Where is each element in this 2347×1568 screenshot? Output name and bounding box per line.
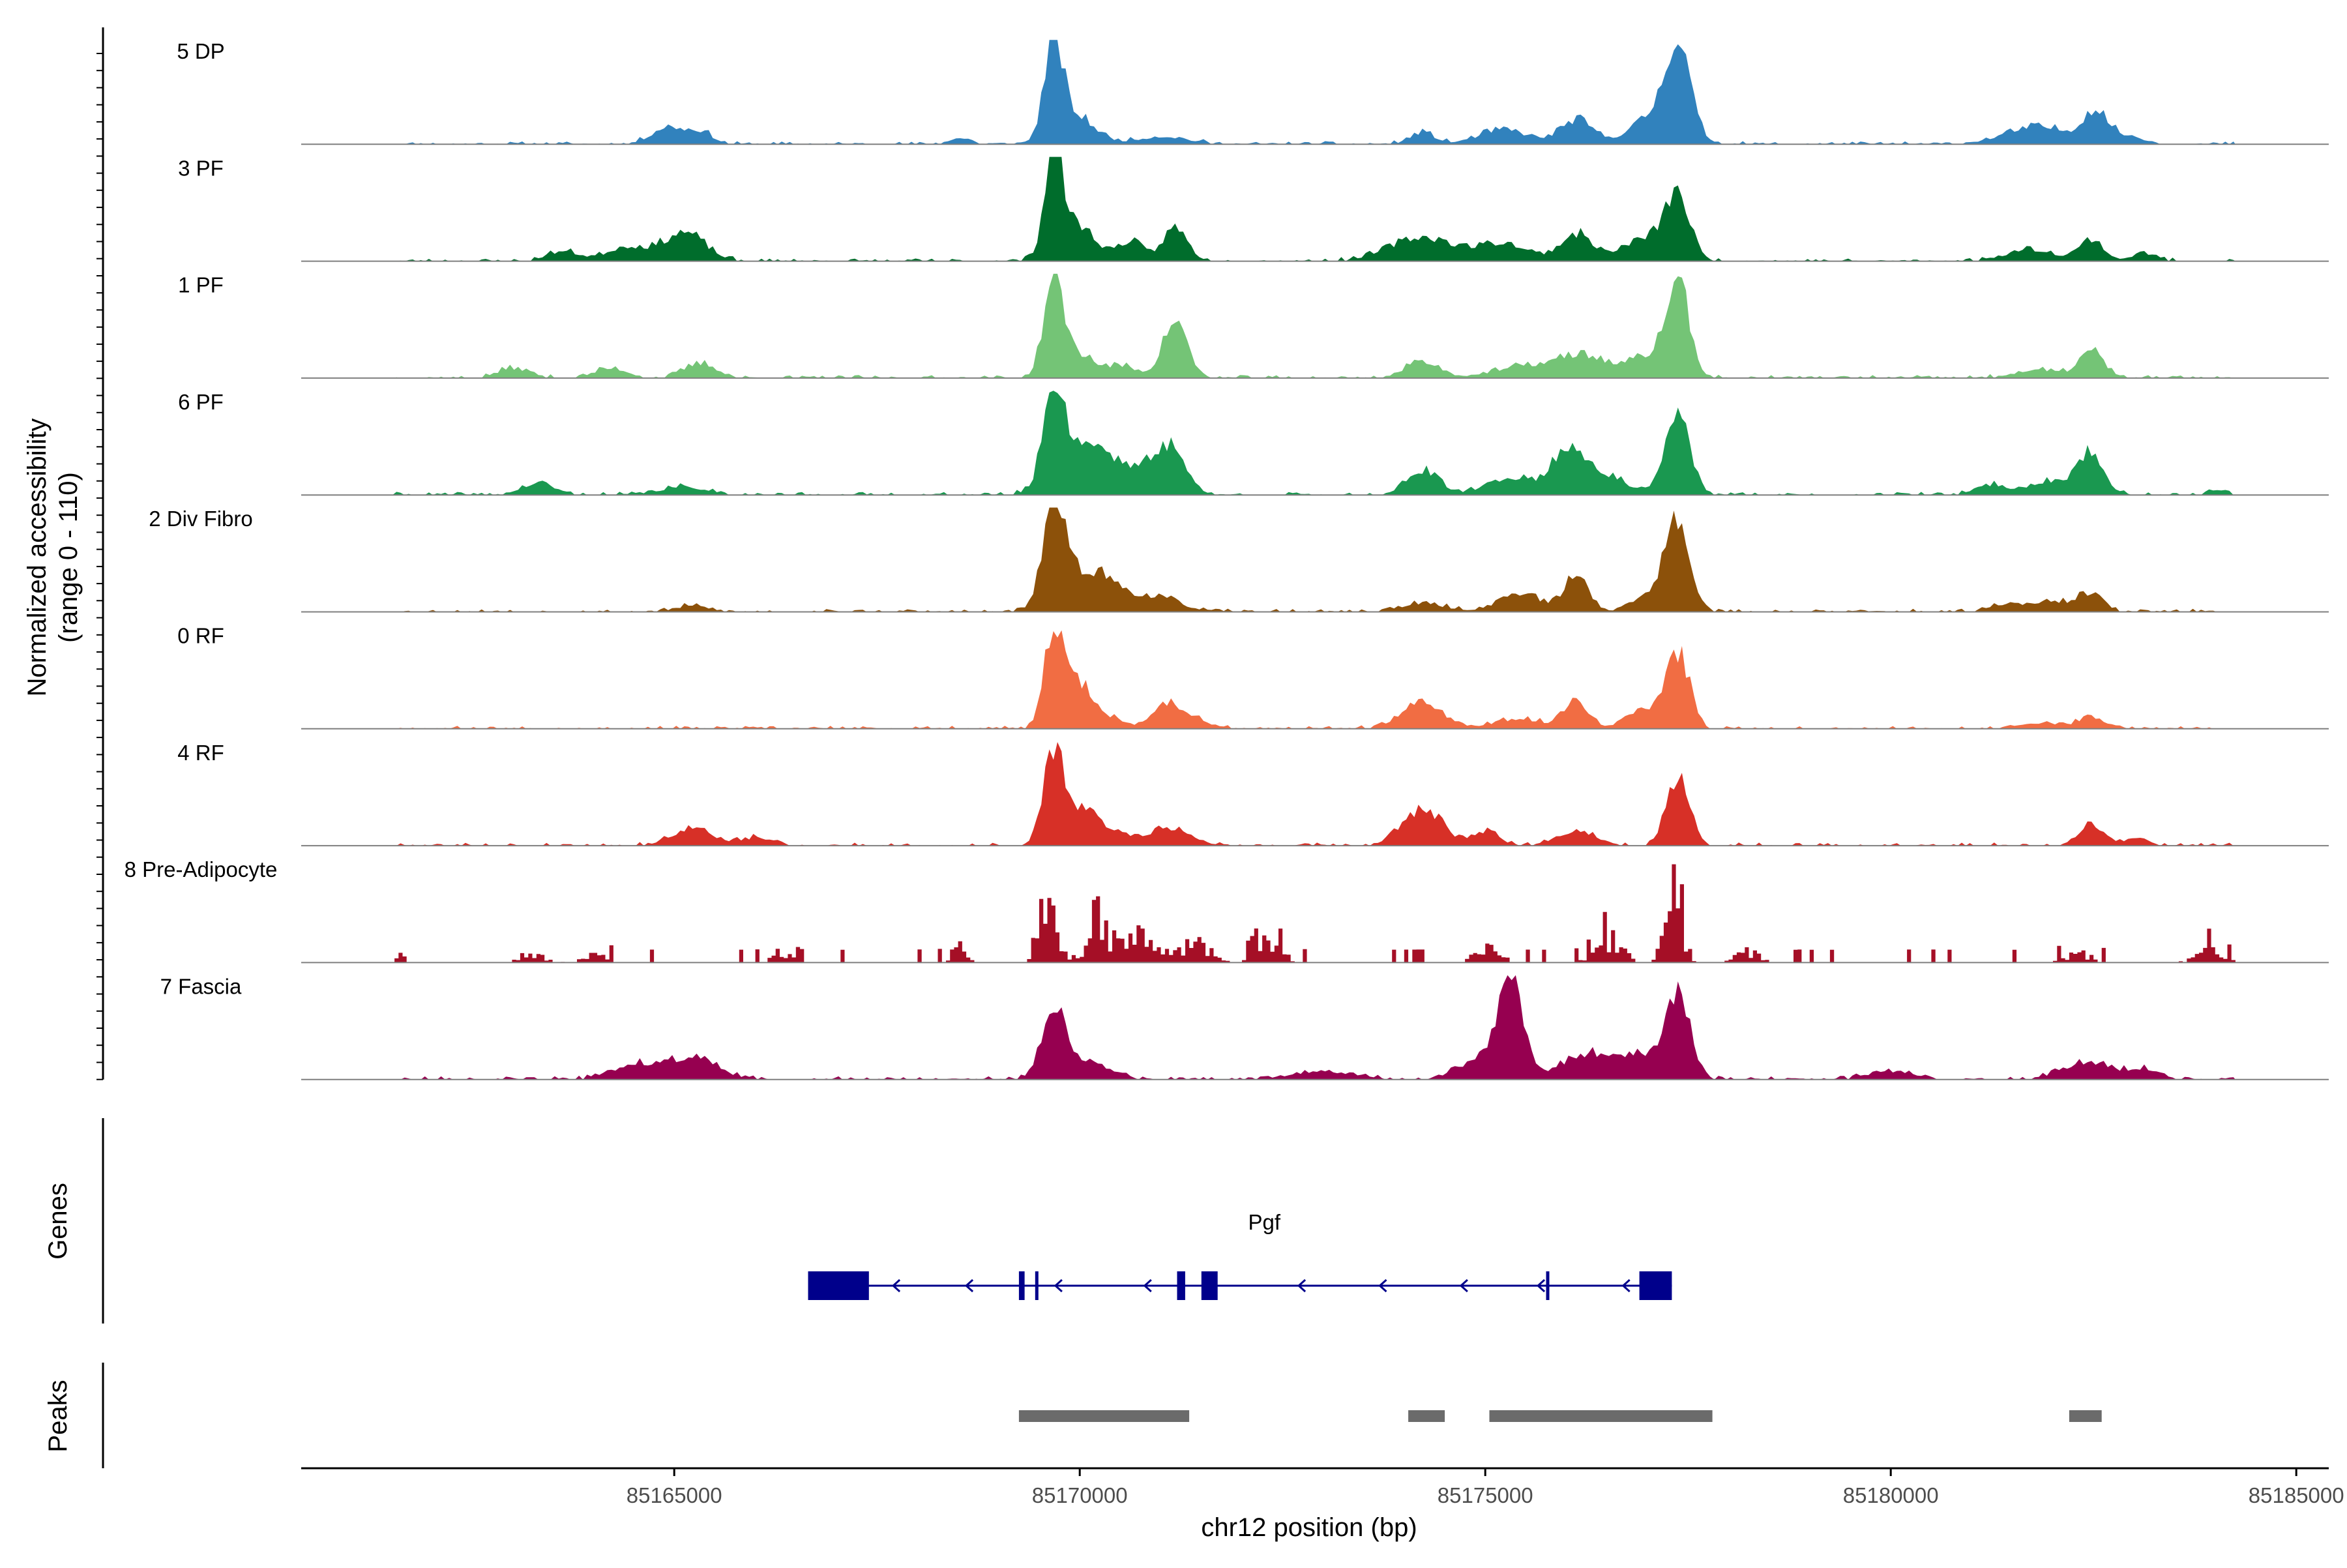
x-tick-label: 85165000 bbox=[627, 1483, 722, 1507]
gene-strand-arrow bbox=[891, 1279, 901, 1293]
peak-region bbox=[1018, 1410, 1190, 1422]
peak-region bbox=[1408, 1410, 1445, 1422]
gene-exon bbox=[1546, 1271, 1550, 1300]
coverage-area bbox=[390, 391, 2236, 496]
peak-region bbox=[2069, 1410, 2102, 1422]
track-label: 2 Div Fibro bbox=[149, 507, 253, 531]
gene-strand-arrow bbox=[1143, 1279, 1152, 1293]
track-1-pf: 1 PF bbox=[178, 273, 2329, 379]
gene-strand-arrow bbox=[1621, 1279, 1631, 1293]
genes-panel-label: Genes bbox=[44, 1183, 72, 1260]
gene-exon bbox=[1035, 1271, 1039, 1300]
peaks-panel-label: Peaks bbox=[44, 1380, 72, 1452]
gene-strand-arrow bbox=[1054, 1279, 1063, 1293]
x-axis-label: chr12 position (bp) bbox=[1201, 1513, 1417, 1542]
y-axis-range-label: (range 0 - 110) bbox=[54, 472, 83, 643]
peaks-panel: Peaks bbox=[44, 1363, 2102, 1468]
track-7-fascia: 7 Fascia bbox=[160, 974, 2329, 1080]
x-axis: chr12 position (bp) 85165000 85170000 8517… bbox=[301, 1467, 2344, 1542]
track-3-pf: 3 PF bbox=[178, 156, 2329, 262]
genes-panel: Genes Pgf bbox=[44, 1118, 1672, 1324]
track-0-rf: 0 RF bbox=[177, 624, 2329, 730]
track-label: 3 PF bbox=[178, 156, 224, 180]
coverage-tracks: 5 DP 3 PF 1 PF 6 PF 2 Div Fibro 0 RF 4 RF 8 Pre… bbox=[125, 39, 2329, 1080]
coverage-area bbox=[390, 156, 2236, 261]
gene-exon bbox=[1201, 1271, 1218, 1300]
track-2-div-fibro: 2 Div Fibro bbox=[149, 507, 2329, 613]
y-axis: Normalized accessibility (range 0 - 110) bbox=[23, 27, 104, 1080]
track-8-pre-adipocyte: 8 Pre-Adipocyte bbox=[125, 857, 2329, 964]
x-tick-label: 85185000 bbox=[2249, 1483, 2344, 1507]
peak-region bbox=[1489, 1410, 1713, 1422]
track-5-dp: 5 DP bbox=[177, 39, 2329, 145]
gene-strand-arrow bbox=[964, 1279, 974, 1293]
track-label: 5 DP bbox=[177, 39, 224, 63]
gene-exon bbox=[1639, 1271, 1672, 1300]
x-tick-label: 85180000 bbox=[1843, 1483, 1939, 1507]
track-label: 0 RF bbox=[177, 624, 224, 648]
gene-exon bbox=[1018, 1271, 1025, 1300]
gene-strand-arrow bbox=[1459, 1279, 1468, 1293]
track-label: 8 Pre-Adipocyte bbox=[125, 857, 278, 881]
track-4-rf: 4 RF bbox=[177, 741, 2329, 847]
track-label: 7 Fascia bbox=[160, 974, 242, 998]
y-axis-label: Normalized accessibility bbox=[23, 419, 52, 697]
coverage-area bbox=[390, 40, 2236, 145]
gene-exon bbox=[808, 1271, 869, 1300]
track-6-pf: 6 PF bbox=[178, 390, 2329, 496]
x-tick-label: 85175000 bbox=[1438, 1483, 1533, 1507]
gene-exon bbox=[1177, 1271, 1185, 1300]
gene-strand-arrow bbox=[1297, 1279, 1306, 1293]
track-label: 6 PF bbox=[178, 390, 224, 414]
track-label: 4 RF bbox=[177, 741, 224, 765]
gene-name-label: Pgf bbox=[1248, 1210, 1281, 1234]
track-label: 1 PF bbox=[178, 273, 224, 297]
gene-strand-arrow bbox=[1536, 1279, 1546, 1293]
x-tick-label: 85170000 bbox=[1032, 1483, 1128, 1507]
gene-strand-arrow bbox=[1378, 1279, 1387, 1293]
